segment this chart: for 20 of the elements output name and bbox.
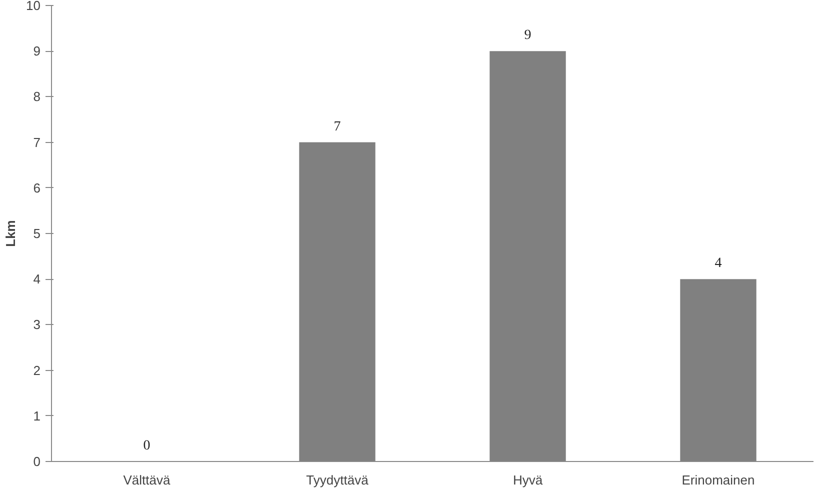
x-tick-label: Tyydyttävä	[306, 472, 370, 488]
y-axis-title: Lkm	[3, 220, 18, 247]
x-tick-label: Välttävä	[123, 472, 172, 488]
y-tick-label: 2	[33, 362, 41, 378]
y-tick-label: 5	[33, 226, 41, 241]
data-label: 0	[143, 438, 150, 454]
x-tick-label: Hyvä	[512, 472, 544, 488]
data-label: 9	[524, 28, 532, 44]
x-tick-label: Erinomainen	[682, 472, 755, 488]
y-tick-label: 9	[33, 44, 41, 59]
y-tick-label: 1	[33, 408, 41, 424]
y-tick-label: 0	[33, 454, 41, 469]
y-tick-label: 10	[26, 0, 41, 13]
y-tick-label: 3	[33, 317, 41, 332]
y-tick-label: 6	[33, 180, 41, 196]
y-tick-label: 7	[33, 134, 41, 150]
y-tick-label: 8	[33, 89, 41, 104]
data-label: 4	[714, 256, 722, 272]
y-tick-label: 4	[33, 272, 41, 287]
data-label: 7	[334, 119, 341, 134]
